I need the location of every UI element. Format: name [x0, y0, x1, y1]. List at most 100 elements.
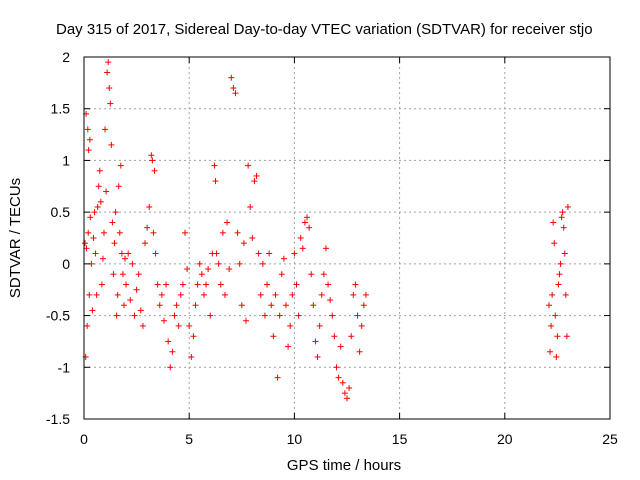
data-point — [122, 255, 129, 262]
data-point — [306, 224, 313, 231]
data-point — [86, 291, 93, 298]
data-point — [551, 240, 558, 247]
data-point — [561, 250, 568, 257]
data-point — [133, 286, 140, 293]
data-point — [278, 271, 285, 278]
x-tick-labels: 0 5 10 15 20 25 — [80, 431, 618, 447]
y-tick-label: -0.5 — [46, 308, 70, 324]
data-point — [123, 281, 130, 288]
data-point — [111, 240, 118, 247]
data-point — [322, 245, 329, 252]
data-point — [150, 229, 157, 236]
data-point — [261, 312, 268, 319]
data-point — [127, 297, 134, 304]
data-point — [146, 203, 153, 210]
data-point — [200, 291, 207, 298]
data-point — [249, 235, 256, 241]
data-point — [139, 322, 146, 329]
data-point — [320, 271, 327, 278]
data-point — [270, 333, 277, 340]
data-point — [188, 353, 195, 360]
data-point — [559, 209, 566, 216]
data-point — [117, 162, 124, 169]
data-point — [100, 229, 107, 236]
data-point — [289, 291, 296, 298]
data-point — [548, 322, 555, 329]
data-point — [230, 85, 237, 92]
data-point — [116, 229, 123, 236]
data-point — [131, 312, 138, 319]
x-tick-label: 0 — [80, 431, 88, 447]
plot-frame — [83, 56, 611, 420]
data-point — [240, 240, 247, 247]
data-point — [125, 250, 132, 257]
data-point — [105, 59, 112, 66]
data-point — [236, 260, 243, 267]
data-point — [102, 126, 109, 133]
x-tick-label: 5 — [185, 431, 193, 447]
data-point — [314, 353, 321, 360]
data-point — [344, 395, 350, 402]
data-point — [119, 271, 126, 278]
data-point — [158, 291, 165, 298]
data-point — [362, 291, 369, 298]
data-point — [82, 240, 89, 247]
data-point — [350, 291, 357, 298]
data-point — [169, 348, 176, 355]
data-point — [106, 85, 113, 92]
y-tick-label: 1.5 — [51, 101, 71, 117]
data-point — [151, 167, 158, 174]
data-point — [238, 302, 245, 309]
data-markers — [82, 59, 571, 402]
data-point — [107, 100, 114, 107]
data-point — [112, 209, 119, 216]
data-point — [564, 203, 571, 210]
data-point — [333, 364, 340, 371]
data-point — [352, 281, 359, 288]
data-point — [555, 281, 562, 288]
data-point — [115, 183, 122, 190]
y-tick-labels: -1.5 -1 -0.5 0 0.5 1 1.5 2 — [46, 49, 70, 427]
data-point — [85, 147, 92, 154]
data-point — [550, 219, 557, 226]
data-point — [104, 69, 111, 76]
data-point — [175, 322, 182, 329]
y-axis-title: SDTVAR / TECUs — [7, 178, 24, 298]
data-point — [179, 281, 186, 288]
data-point — [339, 379, 346, 386]
data-point — [276, 312, 283, 319]
y-tick-label: 1 — [62, 152, 70, 168]
data-point — [190, 333, 197, 340]
data-point — [156, 302, 163, 309]
data-point — [549, 291, 556, 298]
data-point — [556, 271, 563, 278]
data-point — [264, 281, 271, 288]
data-point — [316, 322, 323, 329]
data-point — [93, 291, 100, 298]
data-point — [203, 281, 210, 288]
data-point — [304, 214, 311, 221]
data-point — [285, 343, 292, 350]
data-point — [310, 302, 317, 309]
data-point — [341, 390, 348, 397]
data-point — [545, 302, 552, 309]
data-point — [221, 291, 228, 298]
data-point — [346, 384, 353, 391]
data-point — [354, 312, 361, 319]
y-tick-label: 0.5 — [51, 204, 71, 220]
data-point — [165, 338, 172, 345]
data-point — [87, 214, 94, 221]
data-point — [114, 291, 121, 298]
data-point — [287, 322, 294, 329]
data-point — [253, 172, 260, 179]
data-point — [97, 198, 104, 205]
data-point — [553, 353, 560, 360]
data-point — [167, 364, 174, 371]
data-point — [280, 255, 287, 262]
data-point — [554, 333, 561, 340]
data-point — [243, 317, 250, 324]
y-tick-label: 0 — [62, 256, 70, 272]
data-point — [217, 281, 224, 288]
data-point — [198, 271, 205, 278]
